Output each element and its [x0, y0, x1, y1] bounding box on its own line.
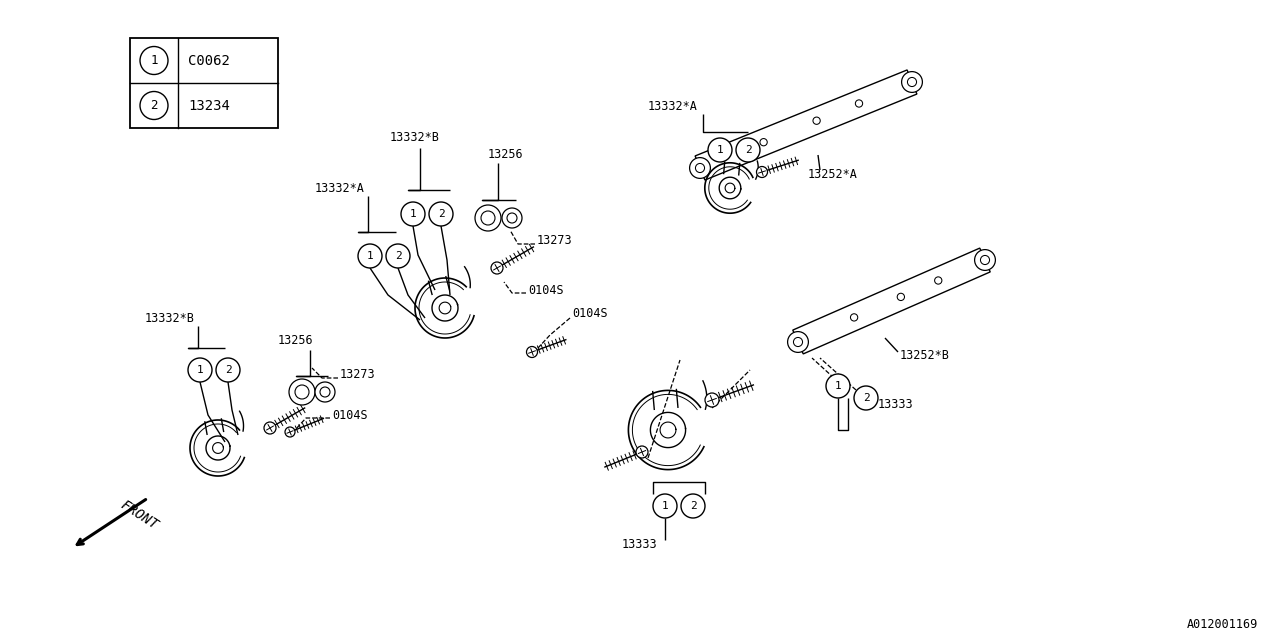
Text: 13333: 13333: [878, 397, 914, 410]
Circle shape: [188, 358, 212, 382]
Circle shape: [285, 427, 294, 437]
Circle shape: [855, 100, 863, 107]
Circle shape: [813, 117, 820, 124]
Circle shape: [980, 255, 989, 264]
Circle shape: [681, 494, 705, 518]
Circle shape: [826, 374, 850, 398]
Circle shape: [794, 337, 803, 346]
Text: 13332*B: 13332*B: [390, 131, 440, 143]
Text: 1: 1: [835, 381, 841, 391]
Text: 2: 2: [690, 501, 696, 511]
Circle shape: [708, 138, 732, 162]
Text: 2: 2: [150, 99, 157, 112]
Circle shape: [760, 139, 767, 146]
Text: 2: 2: [863, 393, 869, 403]
Circle shape: [901, 72, 923, 92]
Text: 1: 1: [150, 54, 157, 67]
Text: 2: 2: [438, 209, 444, 219]
Text: 13256: 13256: [488, 147, 524, 161]
Text: 13273: 13273: [538, 234, 572, 246]
Circle shape: [934, 277, 942, 284]
Text: 1: 1: [410, 209, 416, 219]
Circle shape: [216, 358, 241, 382]
Circle shape: [974, 250, 996, 270]
Circle shape: [705, 393, 719, 407]
Circle shape: [429, 202, 453, 226]
Circle shape: [756, 166, 768, 177]
Circle shape: [481, 211, 495, 225]
Text: 1: 1: [662, 501, 668, 511]
Circle shape: [289, 379, 315, 405]
Circle shape: [264, 422, 276, 434]
Text: 13273: 13273: [340, 367, 375, 381]
Circle shape: [908, 77, 916, 86]
Text: 2: 2: [394, 251, 402, 261]
Text: 0104S: 0104S: [529, 284, 563, 296]
Text: 13332*A: 13332*A: [315, 182, 365, 195]
Text: 0104S: 0104S: [572, 307, 608, 319]
Circle shape: [695, 163, 704, 173]
Text: 13332*B: 13332*B: [145, 312, 195, 324]
Text: 13234: 13234: [188, 99, 230, 113]
Circle shape: [387, 244, 410, 268]
Circle shape: [401, 202, 425, 226]
Text: 13252*B: 13252*B: [900, 349, 950, 362]
Circle shape: [897, 293, 905, 301]
Circle shape: [787, 332, 809, 353]
Text: 2: 2: [745, 145, 751, 155]
Text: 1: 1: [197, 365, 204, 375]
Text: 13256: 13256: [278, 333, 314, 346]
Circle shape: [507, 213, 517, 223]
Bar: [131, 38, 278, 128]
Text: 13333: 13333: [622, 538, 658, 552]
Circle shape: [294, 385, 308, 399]
Circle shape: [736, 138, 760, 162]
Text: 1: 1: [366, 251, 374, 261]
Circle shape: [492, 262, 503, 274]
Text: 13252*A: 13252*A: [808, 168, 858, 180]
Circle shape: [140, 92, 168, 120]
Circle shape: [358, 244, 381, 268]
Circle shape: [315, 382, 335, 402]
Circle shape: [653, 494, 677, 518]
Circle shape: [636, 446, 648, 458]
Circle shape: [854, 386, 878, 410]
Circle shape: [850, 314, 858, 321]
Text: 0104S: 0104S: [332, 408, 367, 422]
Text: FRONT: FRONT: [118, 498, 161, 532]
Text: 2: 2: [224, 365, 232, 375]
Circle shape: [320, 387, 330, 397]
Text: 13332*A: 13332*A: [648, 99, 698, 113]
Circle shape: [502, 208, 522, 228]
Circle shape: [526, 346, 538, 358]
Circle shape: [690, 157, 710, 179]
Circle shape: [140, 47, 168, 74]
Text: A012001169: A012001169: [1187, 618, 1258, 630]
Circle shape: [475, 205, 500, 231]
Text: C0062: C0062: [188, 54, 230, 67]
Text: 1: 1: [717, 145, 723, 155]
